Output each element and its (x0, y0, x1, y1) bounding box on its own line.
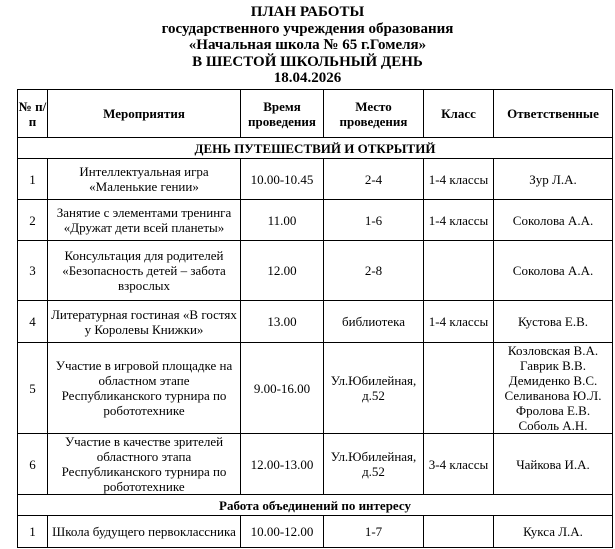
cell-responsible: Козловская В.А. Гаврик В.В. Демиденко В.… (493, 342, 613, 434)
table-row: 2 Занятие с элементами тренинга «Дружат д… (17, 199, 613, 241)
cell-event: Школа будущего первоклассника (47, 515, 241, 548)
section-row: Работа объединений по интересу (17, 494, 613, 516)
cell-time: 11.00 (240, 199, 324, 241)
col-header-place: Место проведения (323, 89, 424, 138)
cell-num: 1 (17, 158, 48, 200)
cell-responsible: Соколова А.А. (493, 199, 613, 241)
cell-class: 1-4 классы (423, 158, 494, 200)
cell-place: 1-6 (323, 199, 424, 241)
cell-class (423, 515, 494, 548)
cell-class (423, 342, 494, 434)
title-line: государственного учреждения образования (161, 20, 454, 37)
cell-num: 2 (17, 199, 48, 241)
cell-time: 10.00-12.00 (240, 515, 324, 548)
table-row: 1 Школа будущего первоклассника 10.00-12.0… (17, 515, 613, 548)
cell-time: 13.00 (240, 300, 324, 343)
cell-responsible: Кустова Е.В. (493, 300, 613, 343)
col-header-time: Время проведения (240, 89, 324, 138)
title-line: ПЛАН РАБОТЫ (250, 4, 365, 20)
title-line: В ШЕСТОЙ ШКОЛЬНЫЙ ДЕНЬ (192, 53, 423, 70)
cell-event: Участие в игровой площадке на областном … (47, 342, 241, 434)
cell-time: 12.00 (240, 240, 324, 301)
table-row: 6 Участие в качестве зрителей областного … (17, 433, 613, 495)
section-title: ДЕНЬ ПУТЕШЕСТВИЙ И ОТКРЫТИЙ (17, 137, 613, 159)
table-row: 1 Интеллектуальная игра «Маленькие гении»… (17, 158, 613, 200)
cell-place: 1-7 (323, 515, 424, 548)
cell-time: 10.00-10.45 (240, 158, 324, 200)
cell-place: Ул.Юбилейная, д.52 (323, 433, 424, 495)
col-header-event: Мероприятия (47, 89, 241, 138)
cell-time: 9.00-16.00 (240, 342, 324, 434)
schedule-table: № п/п Мероприятия Время проведения Место… (17, 89, 613, 548)
cell-place: 2-8 (323, 240, 424, 301)
section-row: ДЕНЬ ПУТЕШЕСТВИЙ И ОТКРЫТИЙ (17, 137, 613, 159)
cell-num: 5 (17, 342, 48, 434)
table-row: 4 Литературная гостиная «В гостях у Корол… (17, 300, 613, 343)
col-header-responsible: Ответственные (493, 89, 613, 138)
title-line: «Начальная школа № 65 г.Гомеля» (188, 37, 427, 53)
cell-time: 12.00-13.00 (240, 433, 324, 495)
cell-event: Занятие с элементами тренинга «Дружат де… (47, 199, 241, 241)
table-header-row: № п/п Мероприятия Время проведения Место… (17, 89, 613, 138)
cell-num: 3 (17, 240, 48, 301)
table-row: 3 Консультация для родителей «Безопасност… (17, 240, 613, 301)
section-title: Работа объединений по интересу (17, 494, 613, 516)
cell-responsible: Зур Л.А. (493, 158, 613, 200)
col-header-num: № п/п (17, 89, 48, 138)
table-row: 5 Участие в игровой площадке на областном… (17, 342, 613, 434)
cell-num: 4 (17, 300, 48, 343)
cell-num: 6 (17, 433, 48, 495)
cell-place: библиотека (323, 300, 424, 343)
cell-place: Ул.Юбилейная, д.52 (323, 342, 424, 434)
cell-responsible: Соколова А.А. (493, 240, 613, 301)
col-header-class: Класс (423, 89, 494, 138)
cell-responsible: Чайкова И.А. (493, 433, 613, 495)
cell-event: Интеллектуальная игра «Маленькие гении» (47, 158, 241, 200)
cell-class: 1-4 классы (423, 199, 494, 241)
cell-place: 2-4 (323, 158, 424, 200)
document-title: ПЛАН РАБОТЫ государственного учреждения … (0, 4, 615, 87)
title-date: 18.04.2026 (273, 70, 342, 86)
cell-event: Литературная гостиная «В гостях у Короле… (47, 300, 241, 343)
cell-class: 3-4 классы (423, 433, 494, 495)
cell-event: Консультация для родителей «Безопасность… (47, 240, 241, 301)
cell-num: 1 (17, 515, 48, 548)
cell-event: Участие в качестве зрителей областного э… (47, 433, 241, 495)
cell-class (423, 240, 494, 301)
cell-class: 1-4 классы (423, 300, 494, 343)
cell-responsible: Кукса Л.А. (493, 515, 613, 548)
